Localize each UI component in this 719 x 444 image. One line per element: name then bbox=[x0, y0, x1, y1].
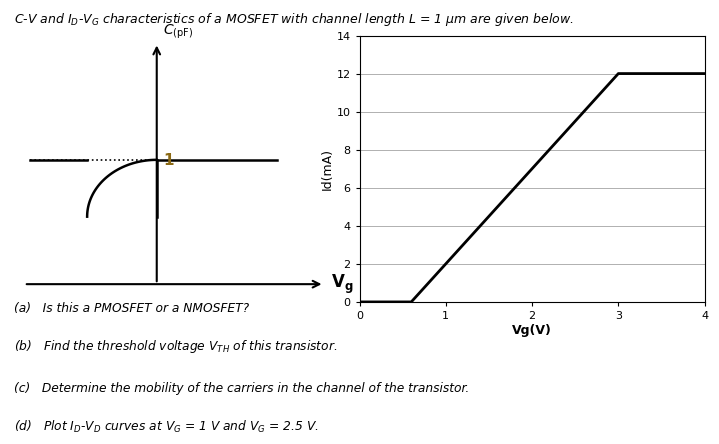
Text: (c)   Determine the mobility of the carriers in the channel of the transistor.: (c) Determine the mobility of the carrie… bbox=[14, 382, 470, 395]
Text: (d)   Plot $I_D$-$V_D$ curves at $V_G$ = 1 V and $V_G$ = 2.5 V.: (d) Plot $I_D$-$V_D$ curves at $V_G$ = 1… bbox=[14, 419, 319, 435]
Text: (a)   Is this a PMOSFET or a NMOSFET?: (a) Is this a PMOSFET or a NMOSFET? bbox=[14, 302, 249, 315]
X-axis label: Vg(V): Vg(V) bbox=[512, 324, 552, 337]
Text: $C_{\mathrm{(pF)}}$: $C_{\mathrm{(pF)}}$ bbox=[163, 23, 193, 41]
Text: (b)   Find the threshold voltage $V_{TH}$ of this transistor.: (b) Find the threshold voltage $V_{TH}$ … bbox=[14, 338, 338, 355]
Text: $\mathbf{1}$: $\mathbf{1}$ bbox=[163, 152, 175, 168]
Text: $C$-$V$ and $I_D$-$V_G$ characteristics of a MOSFET with channel length $L$ = 1 : $C$-$V$ and $I_D$-$V_G$ characteristics … bbox=[14, 11, 574, 28]
Text: $\mathbf{V_g}$: $\mathbf{V_g}$ bbox=[331, 273, 353, 296]
Y-axis label: Id(mA): Id(mA) bbox=[321, 148, 334, 190]
